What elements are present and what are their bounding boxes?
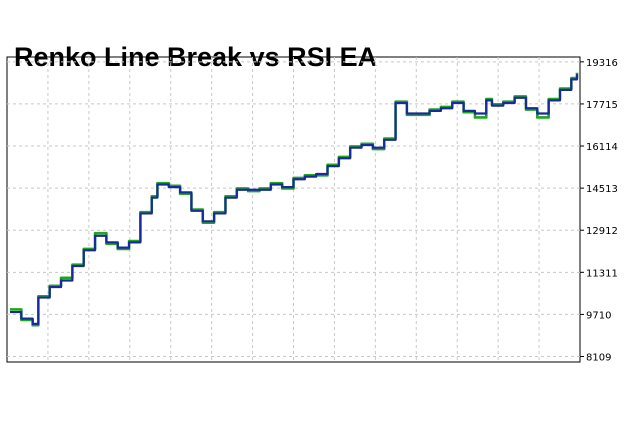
y-axis-ticks: 8109 9710 11311 12912 14513 16114 17715 19316 <box>580 58 618 364</box>
balance-series-line <box>10 74 579 325</box>
y-tick-label: 17715 <box>586 100 618 111</box>
y-tick-label: 12912 <box>586 226 618 237</box>
grid-lines <box>7 57 580 362</box>
equity-series-line <box>10 72 579 327</box>
series-lines <box>10 72 579 327</box>
y-tick-label: 11311 <box>586 268 618 279</box>
y-tick-label: 14513 <box>586 184 618 195</box>
y-tick-label: 9710 <box>586 310 611 321</box>
y-tick-label: 8109 <box>586 353 611 364</box>
y-tick-label: 19316 <box>586 58 618 69</box>
y-tick-label: 16114 <box>586 142 618 153</box>
